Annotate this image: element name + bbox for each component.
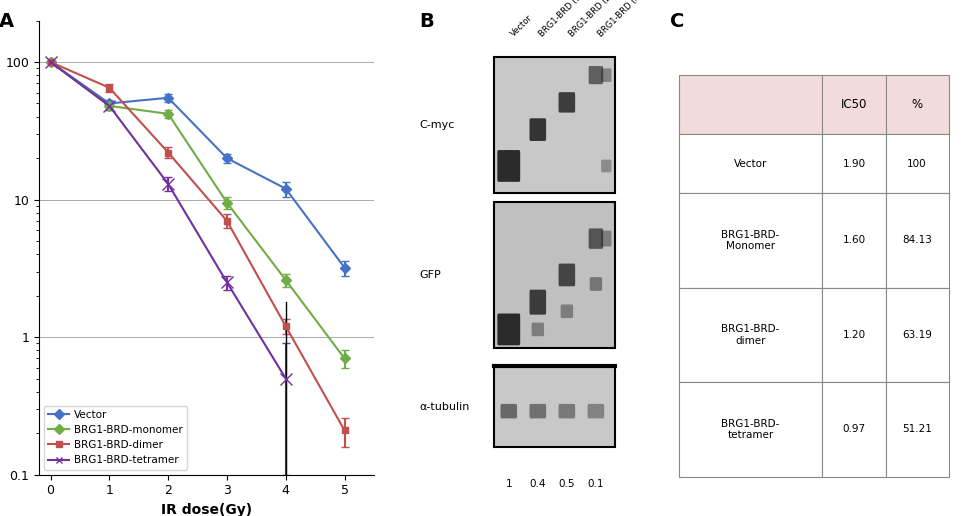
FancyBboxPatch shape <box>588 229 603 249</box>
Text: Vector: Vector <box>734 159 767 169</box>
Text: 0.5: 0.5 <box>558 479 575 489</box>
FancyBboxPatch shape <box>601 159 612 172</box>
FancyBboxPatch shape <box>679 134 822 193</box>
Text: 100: 100 <box>907 159 927 169</box>
Text: BRG1-BRD (2): BRG1-BRD (2) <box>567 0 615 39</box>
FancyBboxPatch shape <box>558 404 575 418</box>
FancyBboxPatch shape <box>560 304 573 318</box>
Text: A: A <box>0 11 14 30</box>
FancyBboxPatch shape <box>497 314 520 345</box>
Text: 51.21: 51.21 <box>902 424 932 434</box>
Text: 1.90: 1.90 <box>843 159 865 169</box>
Text: %: % <box>912 98 922 111</box>
FancyBboxPatch shape <box>500 404 518 418</box>
FancyBboxPatch shape <box>494 366 615 447</box>
FancyBboxPatch shape <box>558 92 575 112</box>
FancyBboxPatch shape <box>529 289 546 315</box>
FancyBboxPatch shape <box>494 202 615 348</box>
Text: BRG1-BRD (1): BRG1-BRD (1) <box>538 0 586 39</box>
Text: C: C <box>670 11 685 30</box>
FancyBboxPatch shape <box>886 193 949 287</box>
Text: Vector: Vector <box>509 13 534 39</box>
Legend: Vector, BRG1-BRD-monomer, BRG1-BRD-dimer, BRG1-BRD-tetramer: Vector, BRG1-BRD-monomer, BRG1-BRD-dimer… <box>44 406 187 470</box>
Text: 63.19: 63.19 <box>902 330 932 340</box>
FancyBboxPatch shape <box>822 287 886 382</box>
FancyBboxPatch shape <box>822 75 886 134</box>
FancyBboxPatch shape <box>588 66 603 84</box>
FancyBboxPatch shape <box>886 287 949 382</box>
FancyBboxPatch shape <box>601 231 612 247</box>
Text: 1.60: 1.60 <box>843 235 865 246</box>
Text: C-myc: C-myc <box>419 120 455 130</box>
FancyBboxPatch shape <box>679 193 822 287</box>
FancyBboxPatch shape <box>679 382 822 477</box>
Text: α-tubulin: α-tubulin <box>419 401 470 412</box>
FancyBboxPatch shape <box>822 193 886 287</box>
Text: GFP: GFP <box>419 270 442 280</box>
FancyBboxPatch shape <box>587 404 604 418</box>
Text: 1: 1 <box>506 479 512 489</box>
Text: BRG1-BRD-
Monomer: BRG1-BRD- Monomer <box>721 230 780 251</box>
FancyBboxPatch shape <box>679 75 822 134</box>
FancyBboxPatch shape <box>531 322 544 336</box>
Text: 84.13: 84.13 <box>902 235 932 246</box>
FancyBboxPatch shape <box>886 75 949 134</box>
Text: 0.97: 0.97 <box>843 424 865 434</box>
FancyBboxPatch shape <box>822 382 886 477</box>
Text: BRG1-BRD (4): BRG1-BRD (4) <box>596 0 644 39</box>
FancyBboxPatch shape <box>558 264 575 286</box>
FancyBboxPatch shape <box>494 57 615 193</box>
Text: 0.4: 0.4 <box>529 479 546 489</box>
Text: BRG1-BRD-
tetramer: BRG1-BRD- tetramer <box>721 418 780 440</box>
Text: IC50: IC50 <box>841 98 867 111</box>
Text: BRG1-BRD-
dimer: BRG1-BRD- dimer <box>721 324 780 346</box>
Text: 1.20: 1.20 <box>843 330 865 340</box>
FancyBboxPatch shape <box>529 118 546 141</box>
Text: B: B <box>419 11 434 30</box>
Text: 0.1: 0.1 <box>587 479 604 489</box>
FancyBboxPatch shape <box>497 150 520 182</box>
FancyBboxPatch shape <box>822 134 886 193</box>
FancyBboxPatch shape <box>886 382 949 477</box>
FancyBboxPatch shape <box>529 404 546 418</box>
FancyBboxPatch shape <box>679 287 822 382</box>
FancyBboxPatch shape <box>601 68 612 82</box>
FancyBboxPatch shape <box>886 134 949 193</box>
FancyBboxPatch shape <box>589 277 602 291</box>
X-axis label: IR dose(Gy): IR dose(Gy) <box>161 503 251 516</box>
